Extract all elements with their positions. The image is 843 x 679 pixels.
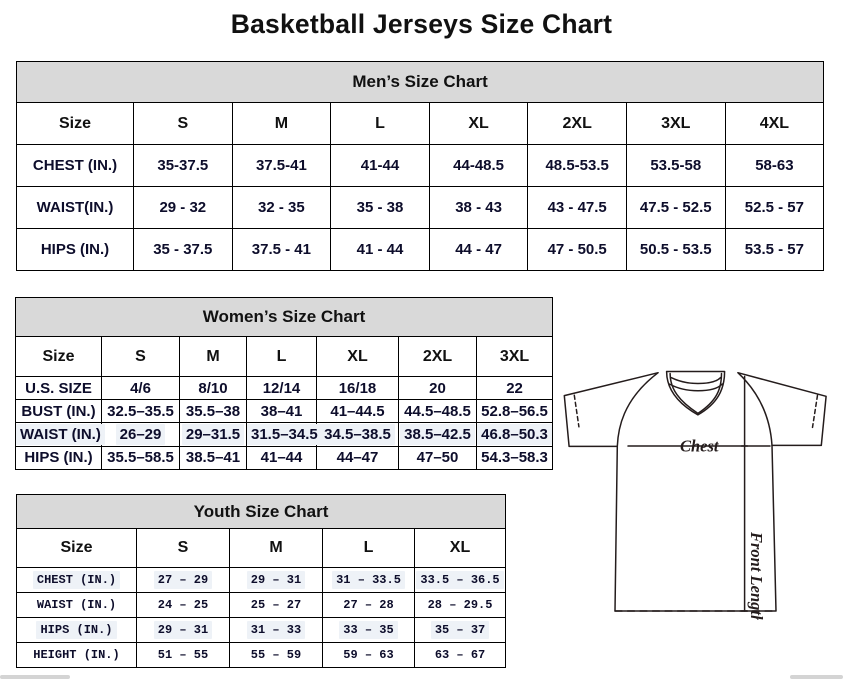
svg-text:Chest: Chest — [680, 437, 719, 456]
svg-text:Front Length: Front Length — [747, 531, 766, 620]
